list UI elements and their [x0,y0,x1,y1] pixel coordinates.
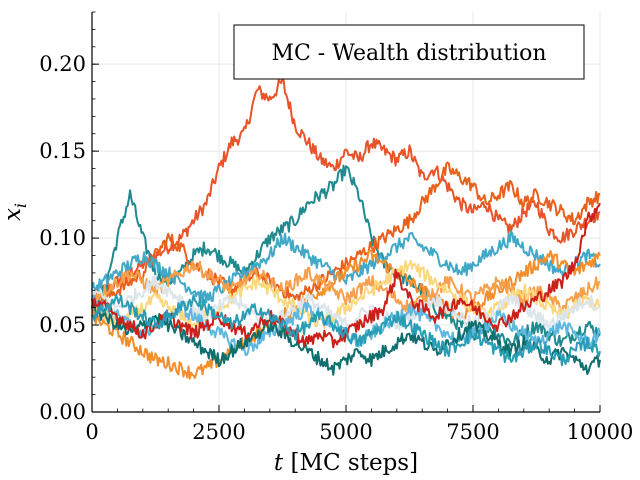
legend: MC - Wealth distribution [233,24,585,80]
series-line-1 [91,76,601,301]
x-tick-label: 10000 [567,420,634,444]
y-tick-label: 0.10 [39,226,86,250]
plot-area [91,76,601,380]
tick-labels: 0 2500 5000 7500 10000 0.00 0.05 0.10 0.15 0.20 [39,52,633,444]
x-tick-label: 5000 [319,420,372,444]
series-line-8 [91,274,601,333]
x-tick-label: 7500 [446,420,499,444]
chart-title: MC - Wealth distribution [271,41,546,66]
legend-box [233,24,585,80]
x-axis-label: t [MC steps] [274,450,418,476]
series-line-12 [91,294,601,367]
y-tick-label: 0.00 [39,400,86,424]
x-tick-label: 2500 [192,420,245,444]
series-line-3 [91,161,601,314]
y-tick-label: 0.15 [39,139,86,163]
tick-marks [91,11,601,413]
y-axis-label: xi [0,203,30,221]
y-tick-label: 0.20 [39,52,86,76]
series-line-5 [91,249,601,380]
x-tick-label: 0 [85,420,98,444]
y-tick-label: 0.05 [39,313,86,337]
